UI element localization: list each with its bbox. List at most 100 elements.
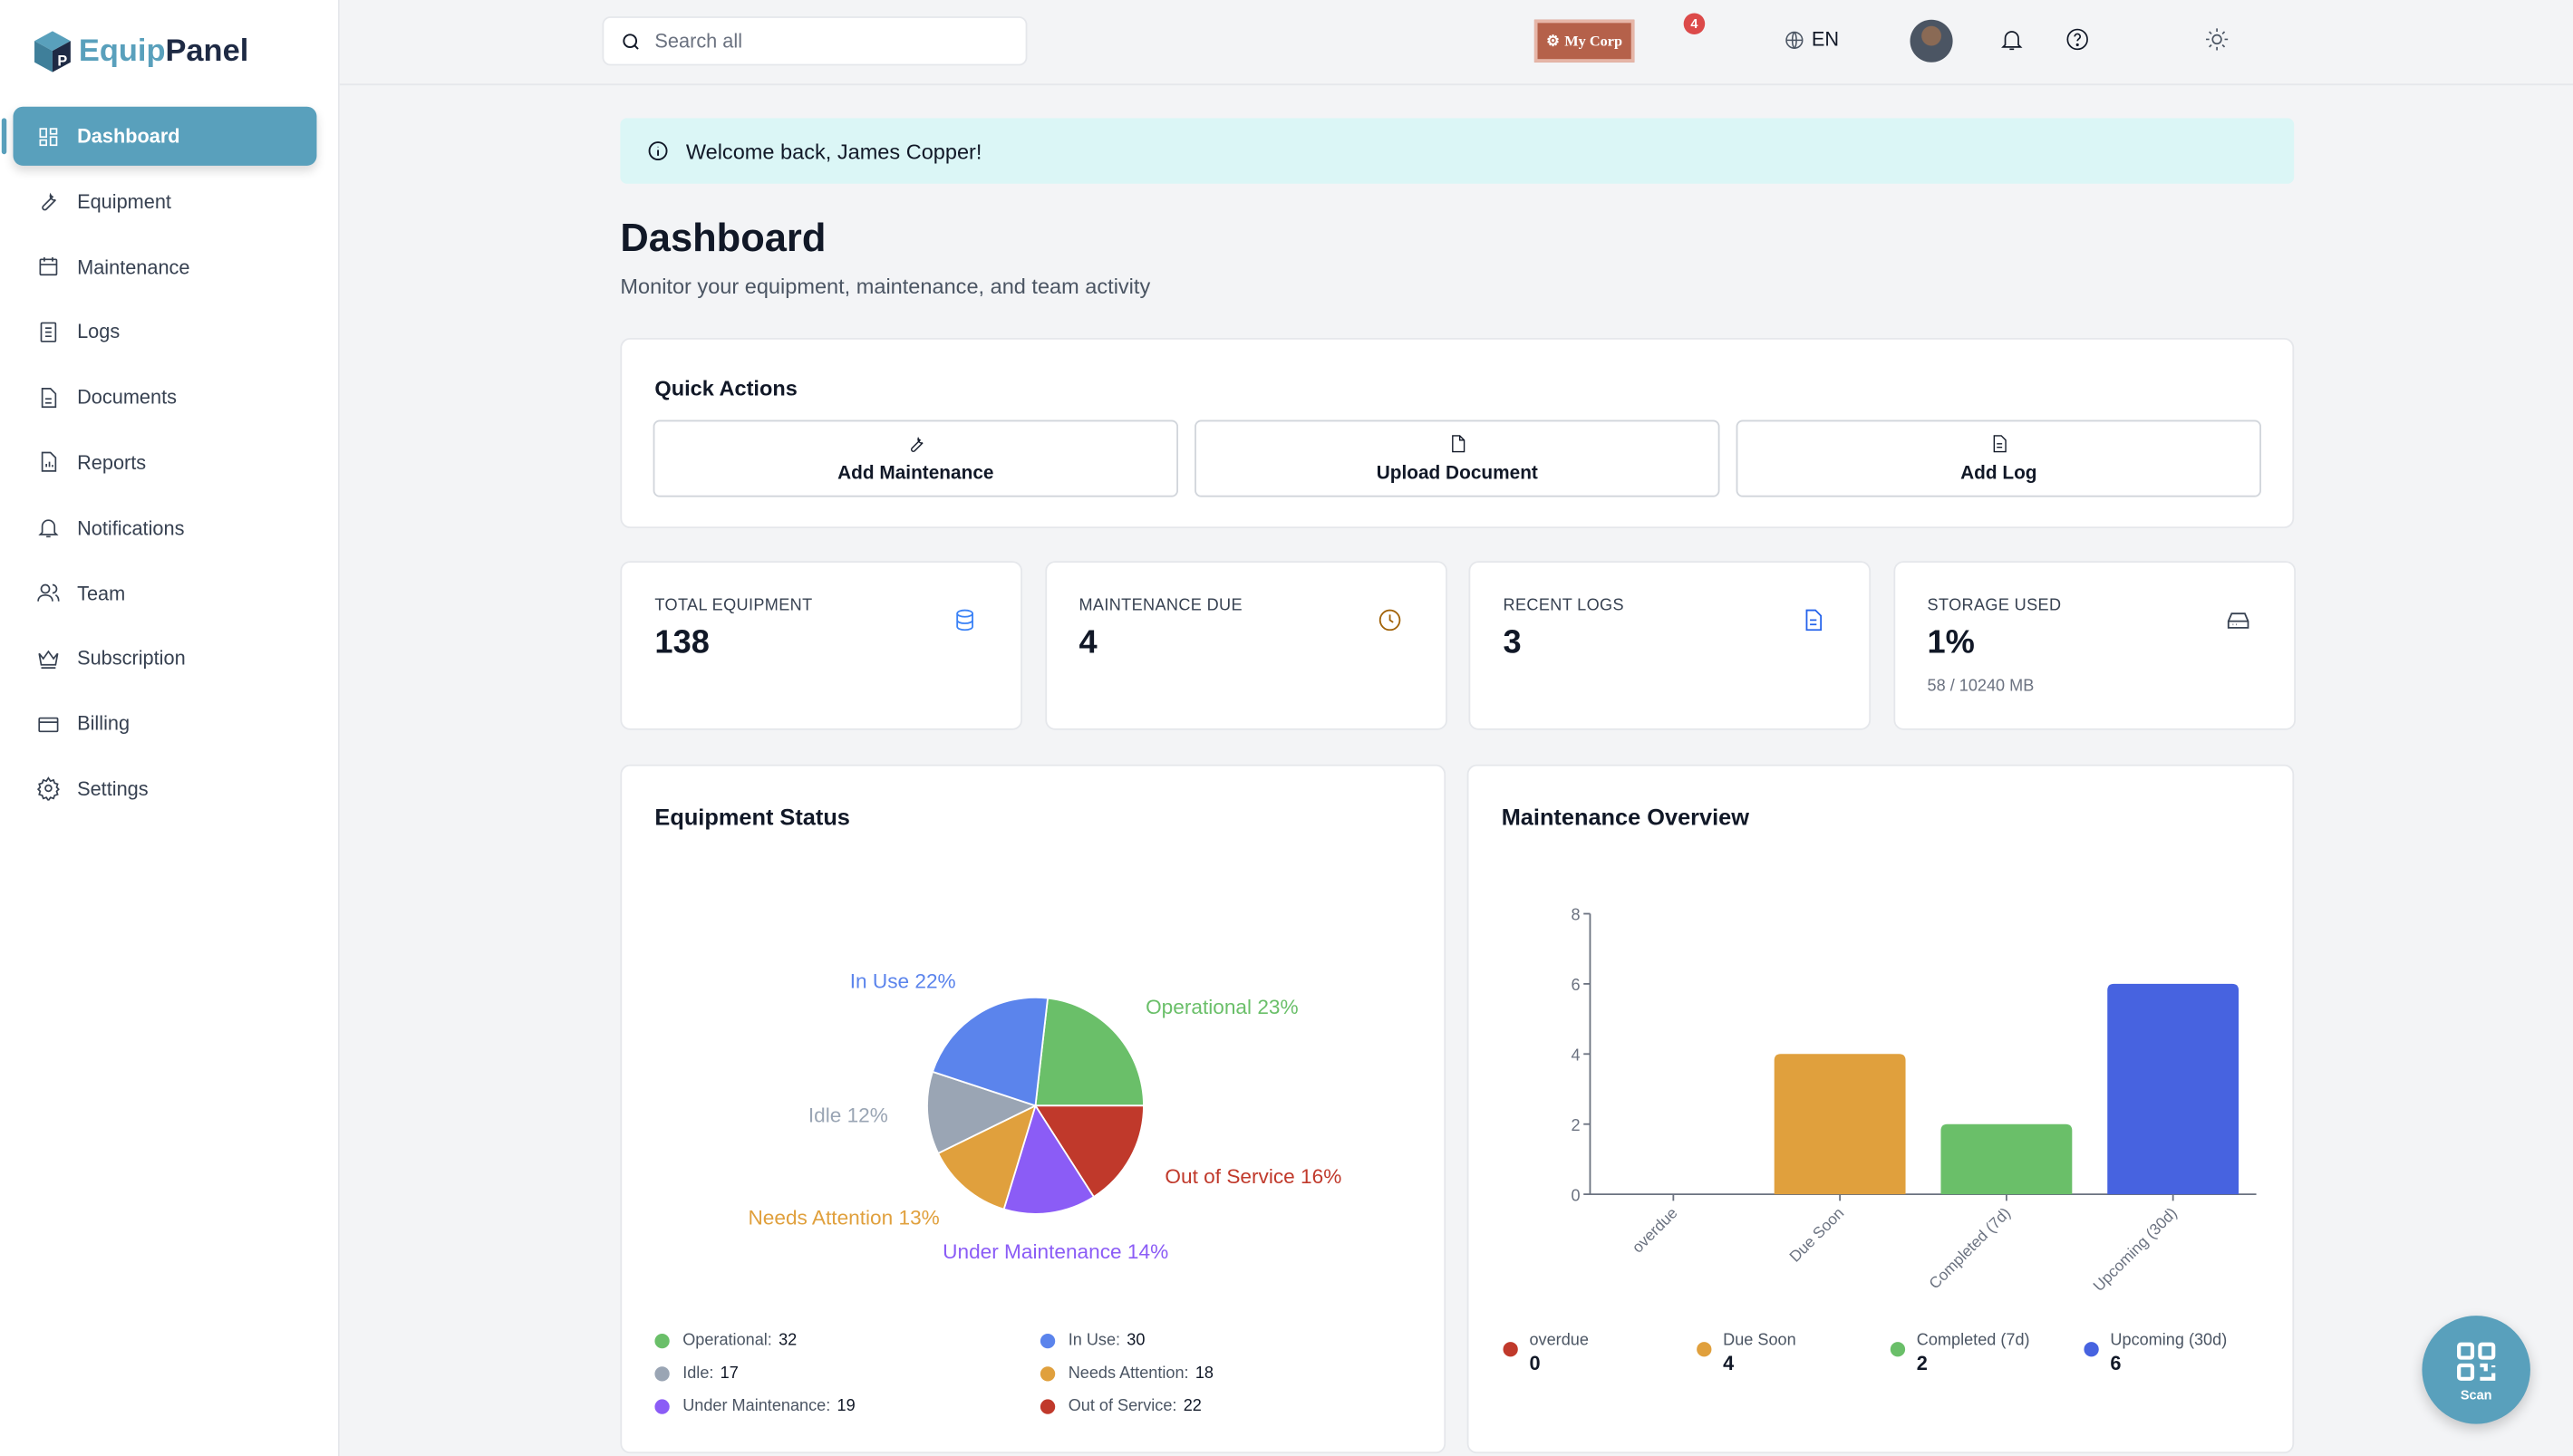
wrench-icon <box>42 193 56 211</box>
quick-actions-card: Quick Actions Add Maintenance Upload Doc… <box>620 337 2295 529</box>
legend-item[interactable]: Needs Attention: 18 <box>1040 1364 1214 1383</box>
calendar-icon <box>39 257 58 276</box>
logo-cube-icon: P <box>34 31 71 72</box>
pie-label: Under Maintenance 14% <box>943 1240 1168 1263</box>
legend-item[interactable]: overdue 0 <box>1503 1332 1589 1374</box>
logo-text-panel: Panel <box>165 34 249 69</box>
legend-label: overdue <box>1529 1332 1589 1351</box>
legend-item[interactable]: Due Soon 4 <box>1697 1332 1796 1375</box>
sidebar-item-team[interactable]: Team <box>13 564 316 622</box>
legend-label: Operational: <box>682 1332 772 1351</box>
sidebar-item-reports[interactable]: Reports <box>13 433 316 492</box>
legend-dot <box>1040 1399 1056 1414</box>
legend-item[interactable]: Under Maintenance: 19 <box>654 1398 856 1416</box>
sidebar-item-label: Subscription <box>77 647 186 670</box>
pie-slice-needs-attention[interactable] <box>936 1104 1037 1210</box>
sidebar-item-logs[interactable]: Logs <box>13 303 316 362</box>
active-indicator <box>1 118 7 155</box>
legend-value: 4 <box>1723 1351 1735 1375</box>
stat-card-maintenance-due[interactable]: MAINTENANCE DUE 4 <box>1044 561 1447 730</box>
add-maintenance-button[interactable]: Add Maintenance <box>653 419 1179 497</box>
help-icon[interactable] <box>2065 26 2091 53</box>
legend-item[interactable]: Completed (7d) 2 <box>1890 1332 2030 1374</box>
pie-slice-under-maintenance[interactable] <box>1002 1104 1096 1215</box>
sidebar-item-label: Logs <box>77 320 121 344</box>
maintenance-overview-card: Maintenance Overview 0 2 4 6 8 overdue Due Soo… <box>1466 764 2295 1454</box>
sidebar-item-label: Billing <box>77 712 131 736</box>
sidebar-item-billing[interactable]: Billing <box>13 694 316 753</box>
sidebar-item-label: Settings <box>77 777 149 801</box>
sidebar-item-label: Team <box>77 581 126 605</box>
bell-icon[interactable] <box>1998 26 2025 53</box>
user-avatar[interactable] <box>1910 19 1953 63</box>
legend-dot <box>1040 1334 1056 1349</box>
language-selector[interactable]: EN <box>1784 28 1839 51</box>
y-tick-label: 6 <box>1572 976 1581 994</box>
scan-button[interactable]: Scan <box>2422 1316 2530 1424</box>
sidebar-item-equipment[interactable]: Equipment <box>13 172 316 231</box>
search-icon <box>623 33 639 49</box>
page-subtitle: Monitor your equipment, maintenance, and… <box>620 274 1151 299</box>
add-log-button[interactable]: Add Log <box>1736 419 2261 497</box>
logo-text-equip: Equip <box>78 34 166 69</box>
y-tick-label: 2 <box>1572 1116 1581 1134</box>
file-text-icon <box>1992 435 2006 453</box>
button-label: Upload Document <box>1376 464 1538 485</box>
stat-card-storage-used[interactable]: STORAGE USED 1% 58 / 10240 MB <box>1892 561 2296 730</box>
sidebar-item-notifications[interactable]: Notifications <box>13 498 316 557</box>
sidebar-item-documents[interactable]: Documents <box>13 368 316 427</box>
stat-label: STORAGE USED <box>1927 597 2062 615</box>
pie-slice-out-of-service[interactable] <box>1033 1104 1145 1199</box>
legend-item[interactable]: In Use: 30 <box>1040 1332 1145 1351</box>
legend-label: Completed (7d) <box>1916 1332 2030 1351</box>
document-icon <box>41 387 57 408</box>
legend-item[interactable]: Operational: 32 <box>654 1332 797 1350</box>
sun-icon[interactable] <box>2204 26 2230 53</box>
legend-label: Needs Attention: <box>1068 1364 1189 1384</box>
bar-due-soon[interactable] <box>1774 1054 1906 1195</box>
x-tick-label: overdue <box>1629 1204 1681 1257</box>
logo[interactable]: P EquipPanel <box>33 30 248 74</box>
scan-label: Scan <box>2460 1386 2492 1403</box>
legend-value: 22 <box>1183 1397 1202 1416</box>
globe-icon <box>1785 30 1804 49</box>
upload-document-button[interactable]: Upload Document <box>1195 419 1720 497</box>
company-logo[interactable]: ⚙ My Corp <box>1533 19 1635 63</box>
stat-card-recent-logs[interactable]: RECENT LOGS 3 <box>1468 561 1872 730</box>
legend-dot <box>654 1399 670 1414</box>
sidebar-nav: Dashboard Equipment Maintenance Logs Documen… <box>13 106 317 825</box>
legend-value: 17 <box>720 1364 739 1384</box>
pie-slice-idle[interactable] <box>926 1070 1038 1155</box>
legend-label: Due Soon <box>1723 1332 1796 1351</box>
legend-dot <box>1040 1366 1056 1382</box>
legend-item[interactable]: Out of Service: 22 <box>1040 1398 1202 1416</box>
sidebar-item-maintenance[interactable]: Maintenance <box>13 237 316 296</box>
maintenance-bar-chart: 0 2 4 6 8 overdue Due Soon Completed (7d) Upcomi… <box>1572 906 2257 1295</box>
sidebar-item-dashboard[interactable]: Dashboard <box>13 106 317 166</box>
legend-dot <box>654 1334 670 1349</box>
bar-completed-7d-[interactable] <box>1940 1123 2073 1195</box>
legend-item[interactable]: Upcoming (30d) 6 <box>2084 1332 2227 1374</box>
legend-dot <box>1503 1342 1518 1357</box>
legend-label: In Use: <box>1068 1332 1121 1351</box>
y-tick-label: 4 <box>1572 1046 1581 1065</box>
welcome-text: Welcome back, James Copper! <box>685 138 982 164</box>
robot-arm-icon: ⚙ <box>1546 32 1560 49</box>
button-label: Add Maintenance <box>837 464 994 485</box>
chart-title: Maintenance Overview <box>1501 804 1750 831</box>
sidebar-item-label: Notifications <box>77 516 185 540</box>
bar-upcoming-30d-[interactable] <box>2107 983 2239 1195</box>
stat-value: 138 <box>654 624 710 661</box>
sidebar-item-settings[interactable]: Settings <box>13 759 316 818</box>
legend-dot <box>2084 1342 2099 1357</box>
pie-slice-in-use[interactable] <box>931 997 1050 1107</box>
search-input[interactable]: Search all <box>602 16 1028 66</box>
file-icon <box>1451 435 1465 453</box>
pie-slice-operational[interactable] <box>1034 997 1145 1107</box>
storage-database-icon <box>956 609 973 632</box>
info-icon <box>648 141 668 161</box>
legend-item[interactable]: Idle: 17 <box>654 1364 739 1384</box>
sidebar-item-subscription[interactable]: Subscription <box>13 629 316 688</box>
stat-card-total-equipment[interactable]: TOTAL EQUIPMENT 138 <box>620 561 1022 730</box>
x-tick-label: Completed (7d) <box>1925 1204 2014 1293</box>
